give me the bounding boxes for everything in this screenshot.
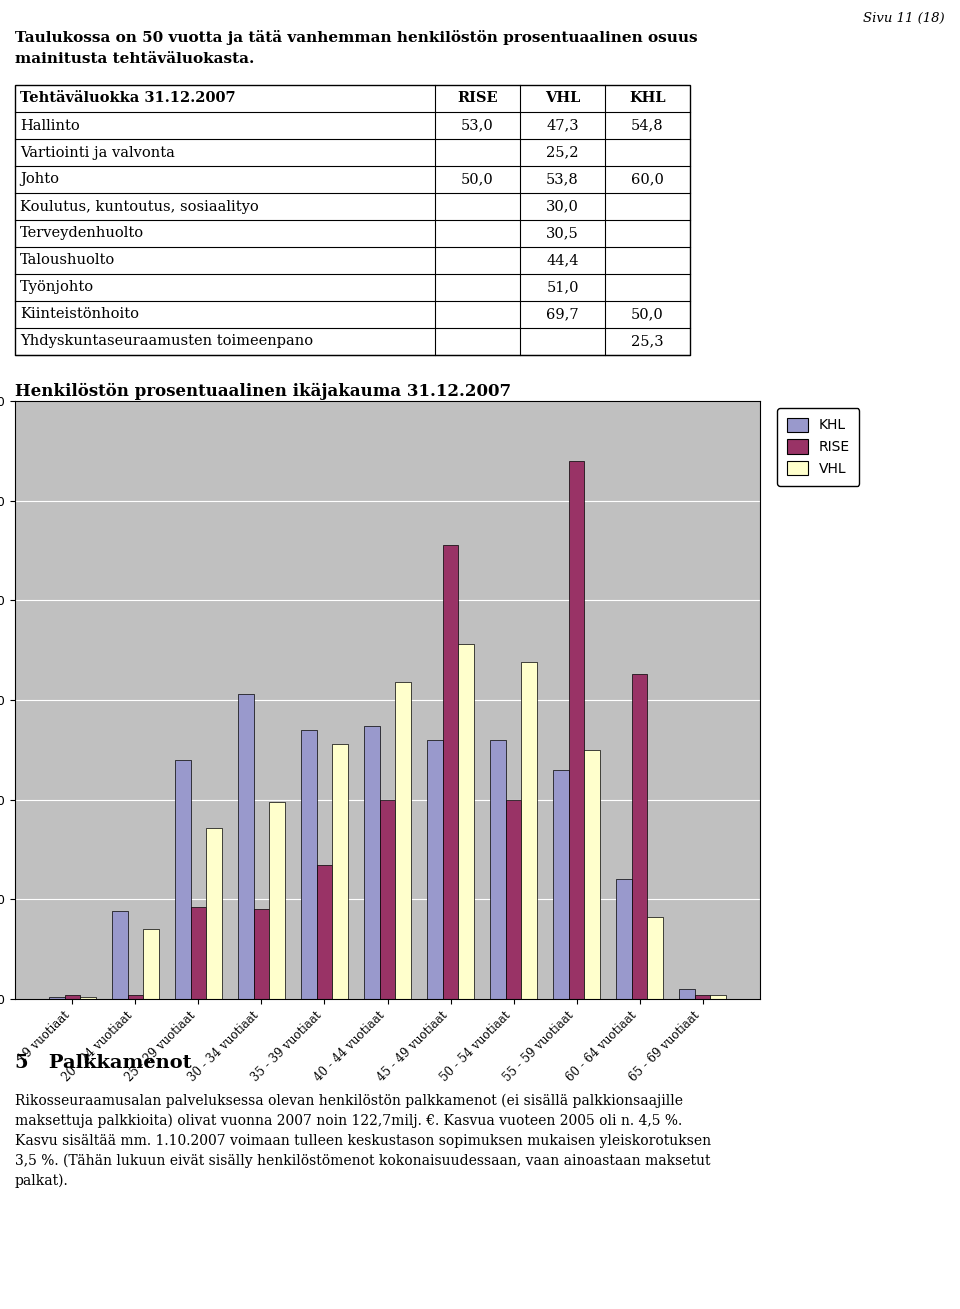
Text: 50,0: 50,0 bbox=[631, 308, 664, 322]
Text: Taloushuolto: Taloushuolto bbox=[20, 254, 115, 267]
Bar bbox=[585, 750, 600, 999]
Text: 50,0: 50,0 bbox=[461, 173, 493, 186]
Bar bbox=[458, 644, 474, 999]
Text: KHL: KHL bbox=[629, 92, 666, 106]
Bar bbox=[112, 911, 128, 999]
Bar bbox=[553, 770, 568, 999]
Bar bbox=[175, 759, 191, 999]
Text: 54,8: 54,8 bbox=[631, 119, 663, 132]
Bar bbox=[396, 682, 411, 999]
Bar bbox=[364, 726, 379, 999]
Text: Kasvu sisältää mm. 1.10.2007 voimaan tulleen keskustason sopimuksen mukaisen yle: Kasvu sisältää mm. 1.10.2007 voimaan tul… bbox=[15, 1134, 711, 1148]
Bar bbox=[632, 674, 647, 999]
Bar bbox=[695, 995, 710, 999]
Text: 51,0: 51,0 bbox=[546, 280, 579, 295]
Bar bbox=[490, 740, 506, 999]
Bar bbox=[647, 918, 663, 999]
Bar bbox=[253, 910, 270, 999]
Bar bbox=[143, 929, 159, 999]
Bar bbox=[270, 801, 285, 999]
Bar bbox=[49, 997, 64, 999]
Text: Rikosseuraamusalan palveluksessa olevan henkilöstön palkkamenot (ei sisällä palk: Rikosseuraamusalan palveluksessa olevan … bbox=[15, 1094, 683, 1109]
Text: Hallinto: Hallinto bbox=[20, 119, 80, 132]
Text: maksettuja palkkioita) olivat vuonna 2007 noin 122,7milj. €. Kasvua vuoteen 2005: maksettuja palkkioita) olivat vuonna 200… bbox=[15, 1114, 683, 1128]
Text: Yhdyskuntaseuraamusten toimeenpano: Yhdyskuntaseuraamusten toimeenpano bbox=[20, 335, 313, 348]
Bar bbox=[191, 907, 206, 999]
Text: Sivu 11 (18): Sivu 11 (18) bbox=[863, 12, 945, 25]
Bar bbox=[64, 995, 81, 999]
Text: Tehtäväluokka 31.12.2007: Tehtäväluokka 31.12.2007 bbox=[20, 92, 235, 106]
Text: Työnjohto: Työnjohto bbox=[20, 280, 94, 295]
Text: Terveydenhuolto: Terveydenhuolto bbox=[20, 226, 144, 241]
Text: Vartiointi ja valvonta: Vartiointi ja valvonta bbox=[20, 145, 175, 160]
Bar bbox=[81, 997, 96, 999]
Bar bbox=[238, 694, 253, 999]
Bar bbox=[521, 662, 538, 999]
Bar bbox=[332, 744, 348, 999]
Text: 47,3: 47,3 bbox=[546, 119, 579, 132]
Text: Henkilöstön prosentuaalinen ikäjakauma 31.12.2007: Henkilöstön prosentuaalinen ikäjakauma 3… bbox=[15, 384, 511, 401]
Text: Johto: Johto bbox=[20, 173, 59, 186]
Bar bbox=[506, 800, 521, 999]
Text: Taulukossa on 50 vuotta ja tätä vanhemman henkilöstön prosentuaalinen osuus: Taulukossa on 50 vuotta ja tätä vanhemma… bbox=[15, 30, 698, 45]
Bar bbox=[679, 990, 695, 999]
Bar bbox=[206, 827, 222, 999]
Bar bbox=[300, 730, 317, 999]
Text: 3,5 %. (Tähän lukuun eivät sisälly henkilöstömenot kokonaisuudessaan, vaan ainoa: 3,5 %. (Tähän lukuun eivät sisälly henki… bbox=[15, 1155, 710, 1169]
Bar bbox=[427, 740, 443, 999]
Bar bbox=[710, 995, 726, 999]
Bar bbox=[616, 880, 632, 999]
Text: 53,0: 53,0 bbox=[461, 119, 493, 132]
Text: 53,8: 53,8 bbox=[546, 173, 579, 186]
Text: mainitusta tehtäväluokasta.: mainitusta tehtäväluokasta. bbox=[15, 52, 254, 65]
Legend: KHL, RISE, VHL: KHL, RISE, VHL bbox=[777, 408, 859, 486]
Text: RISE: RISE bbox=[457, 92, 498, 106]
Bar bbox=[568, 461, 585, 999]
Bar bbox=[15, 85, 690, 355]
Bar bbox=[443, 545, 458, 999]
Text: 69,7: 69,7 bbox=[546, 308, 579, 322]
Text: 44,4: 44,4 bbox=[546, 254, 579, 267]
Bar bbox=[317, 865, 332, 999]
Bar bbox=[128, 995, 143, 999]
Text: palkat).: palkat). bbox=[15, 1174, 69, 1189]
Text: Koulutus, kuntoutus, sosiaalityo: Koulutus, kuntoutus, sosiaalityo bbox=[20, 199, 259, 213]
Text: 30,5: 30,5 bbox=[546, 226, 579, 241]
Bar bbox=[379, 800, 396, 999]
Text: 25,2: 25,2 bbox=[546, 145, 579, 160]
Text: VHL: VHL bbox=[545, 92, 580, 106]
Text: 5   Palkkamenot: 5 Palkkamenot bbox=[15, 1054, 192, 1072]
Text: 30,0: 30,0 bbox=[546, 199, 579, 213]
Text: Kiinteistönhoito: Kiinteistönhoito bbox=[20, 308, 139, 322]
Text: 60,0: 60,0 bbox=[631, 173, 664, 186]
Text: 25,3: 25,3 bbox=[631, 335, 663, 348]
